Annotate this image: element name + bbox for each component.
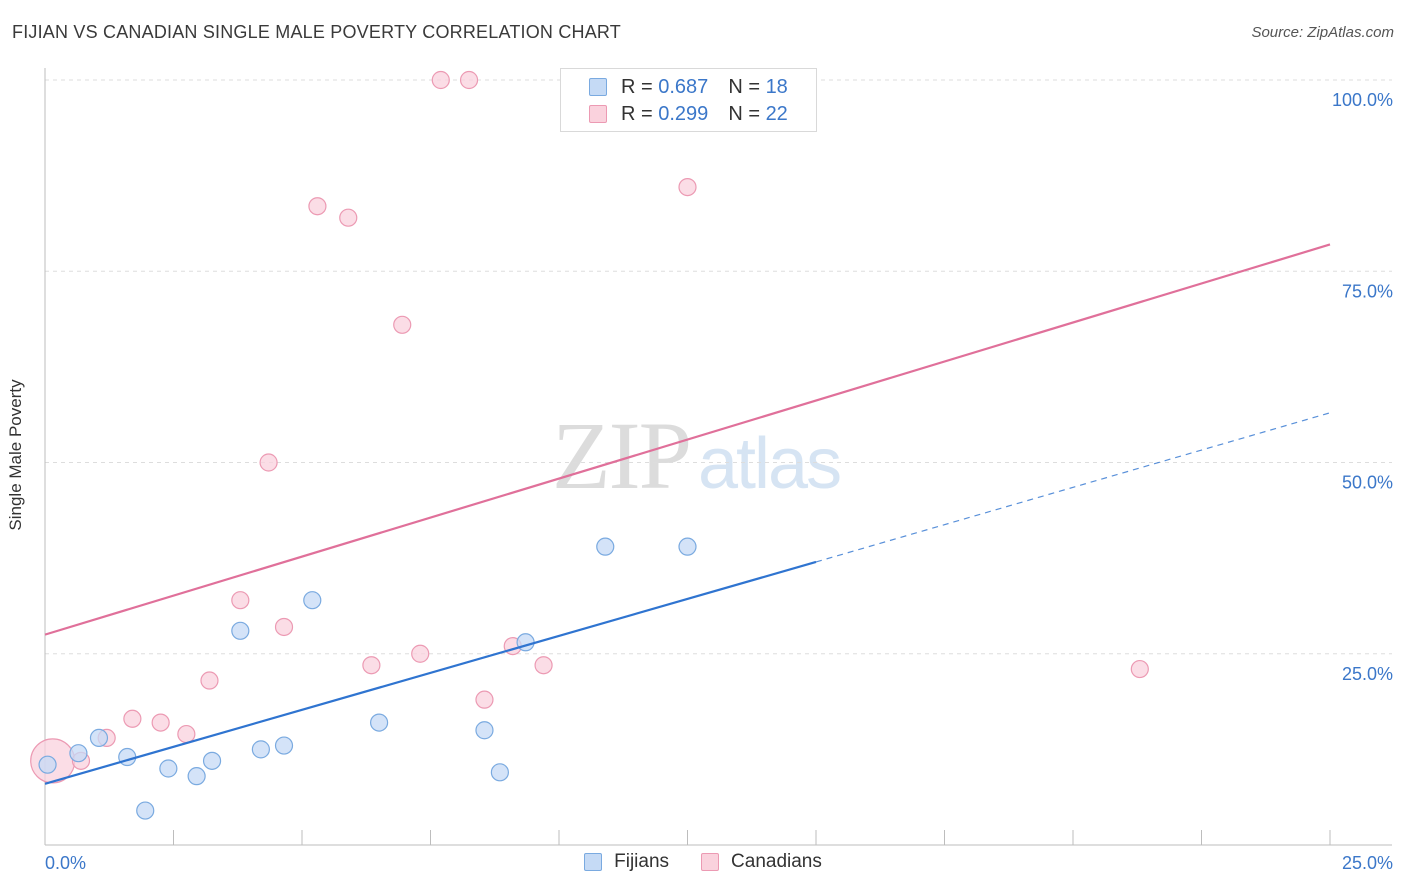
fijian-point-13 xyxy=(475,721,494,740)
canadian-point-16 xyxy=(459,70,479,90)
fijian-point-17 xyxy=(678,537,697,556)
fijian-point-5 xyxy=(159,759,178,778)
fijian-point-16 xyxy=(596,537,615,556)
fijian-point-0 xyxy=(38,755,57,774)
canadian-point-21 xyxy=(1130,659,1149,679)
source-label: Source: ZipAtlas.com xyxy=(1251,24,1394,41)
fijian-point-12 xyxy=(370,713,389,732)
fijians-legend-label: Fijians xyxy=(614,851,670,872)
canadian-point-11 xyxy=(339,208,358,227)
fijian-point-14 xyxy=(490,763,509,782)
canadian-point-9 xyxy=(274,617,294,637)
y-axis-label: Single Male Poverty xyxy=(6,379,25,531)
canadian-r-value: 0.299 xyxy=(658,102,709,125)
series-legend: Fijians Canadians xyxy=(0,851,1406,873)
canadian-point-17 xyxy=(475,690,494,709)
fijian-n-label: N = xyxy=(728,75,760,98)
fijian-point-11 xyxy=(303,591,322,610)
canadian-point-6 xyxy=(200,671,219,690)
legend-item-canadians[interactable]: Canadians xyxy=(701,851,822,873)
y-tick-label-75: 75.0% xyxy=(1342,281,1393,301)
canadians-legend-label: Canadians xyxy=(731,851,822,872)
fijian-point-10 xyxy=(274,736,294,755)
canadian-point-20 xyxy=(678,178,697,197)
fijian-trend-line xyxy=(44,560,817,785)
watermark-zip: ZIP xyxy=(552,402,692,509)
fijian-point-1 xyxy=(69,744,88,763)
canadian-swatch xyxy=(589,105,607,123)
fijian-point-4 xyxy=(136,801,155,820)
canadian-n-label: N = xyxy=(728,102,760,125)
canadian-point-12 xyxy=(362,656,381,675)
fijian-point-6 xyxy=(187,767,206,786)
canadian-point-10 xyxy=(308,197,327,216)
legend-row-canadians: R = 0.299 N = 22 xyxy=(561,100,788,128)
canadians-legend-swatch xyxy=(701,853,720,871)
canadian-point-8 xyxy=(259,453,278,472)
legend-item-fijians[interactable]: Fijians xyxy=(584,851,669,873)
watermark: ZIP atlas xyxy=(552,400,842,511)
fijian-swatch xyxy=(589,78,607,96)
x-tick-label-min: 0.0% xyxy=(45,853,86,873)
canadian-n-value: 22 xyxy=(765,102,788,125)
x-tick-label-max: 25.0% xyxy=(1342,853,1393,873)
legend-row-fijians: R = 0.687 N = 18 xyxy=(561,73,788,101)
canadian-point-19 xyxy=(534,656,553,675)
canadian-point-13 xyxy=(393,315,412,334)
fijian-point-2 xyxy=(89,728,109,748)
fijian-n-value: 18 xyxy=(765,75,788,98)
fijian-point-7 xyxy=(202,751,222,770)
canadian-point-7 xyxy=(231,591,250,610)
watermark-atlas: atlas xyxy=(698,424,842,504)
chart-title: FIJIAN VS CANADIAN SINGLE MALE POVERTY C… xyxy=(12,22,621,42)
y-tick-label-50: 50.0% xyxy=(1342,473,1393,493)
fijian-r-label: R = xyxy=(621,75,653,98)
correlation-legend: R = 0.687 N = 18 R = 0.299 N = 22 xyxy=(560,68,817,132)
canadian-point-14 xyxy=(411,644,430,663)
fijian-point-8 xyxy=(231,621,250,640)
fijian-trend-extension xyxy=(815,412,1331,563)
canadian-point-4 xyxy=(151,713,170,732)
canadian-trend-line xyxy=(44,243,1331,636)
canadian-point-5 xyxy=(177,724,196,744)
fijians-legend-swatch xyxy=(584,853,603,871)
fijian-point-9 xyxy=(251,740,270,759)
canadian-point-15 xyxy=(431,70,450,90)
canadian-r-label: R = xyxy=(621,102,653,125)
fijian-r-value: 0.687 xyxy=(658,75,709,98)
y-tick-label-100: 100.0% xyxy=(1332,90,1393,110)
y-tick-label-25: 25.0% xyxy=(1342,664,1393,684)
canadian-point-3 xyxy=(123,709,142,728)
